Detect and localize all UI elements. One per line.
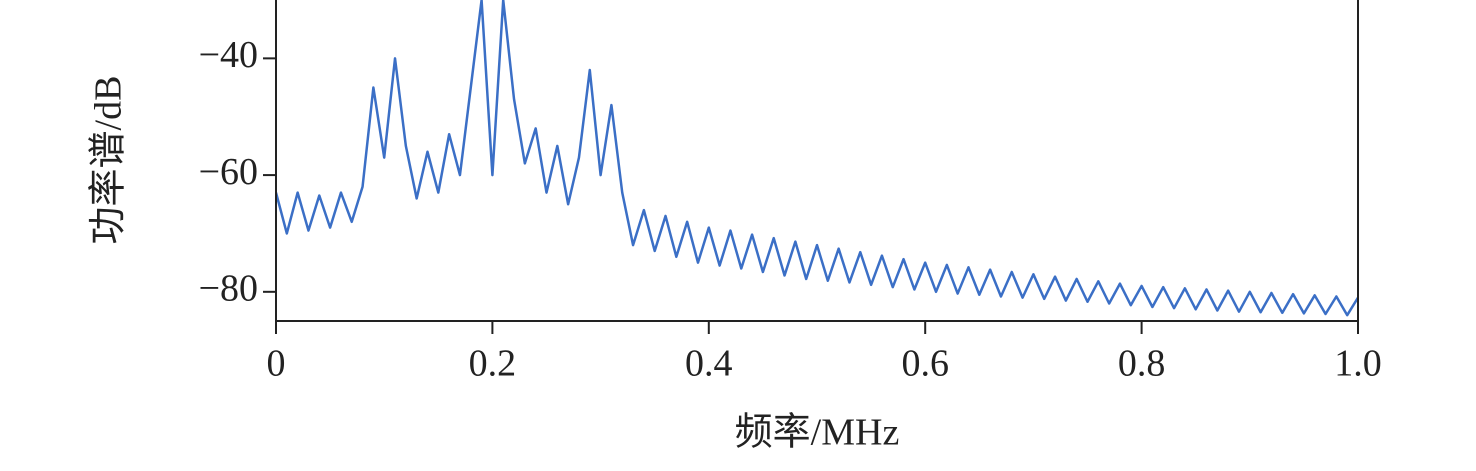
x-tick-label: 0	[267, 343, 286, 385]
x-tick-label: 0.2	[469, 343, 517, 385]
x-tick-label: 1.0	[1334, 343, 1382, 385]
x-tick-label: 0.8	[1118, 343, 1166, 385]
axes-frame	[275, 0, 1359, 322]
x-tick-label: 0.4	[685, 343, 733, 385]
spectrum-line	[276, 0, 1358, 317]
x-axis-label: 频率/MHz	[735, 412, 900, 454]
y-tick-label: −40	[199, 34, 258, 76]
x-tick-label: 0.6	[901, 343, 949, 385]
plot-area	[276, 0, 1358, 317]
y-axis-label: 功率谱/dB	[88, 76, 130, 245]
y-tick-label: −80	[199, 268, 258, 310]
y-tick-label: −60	[199, 151, 258, 193]
